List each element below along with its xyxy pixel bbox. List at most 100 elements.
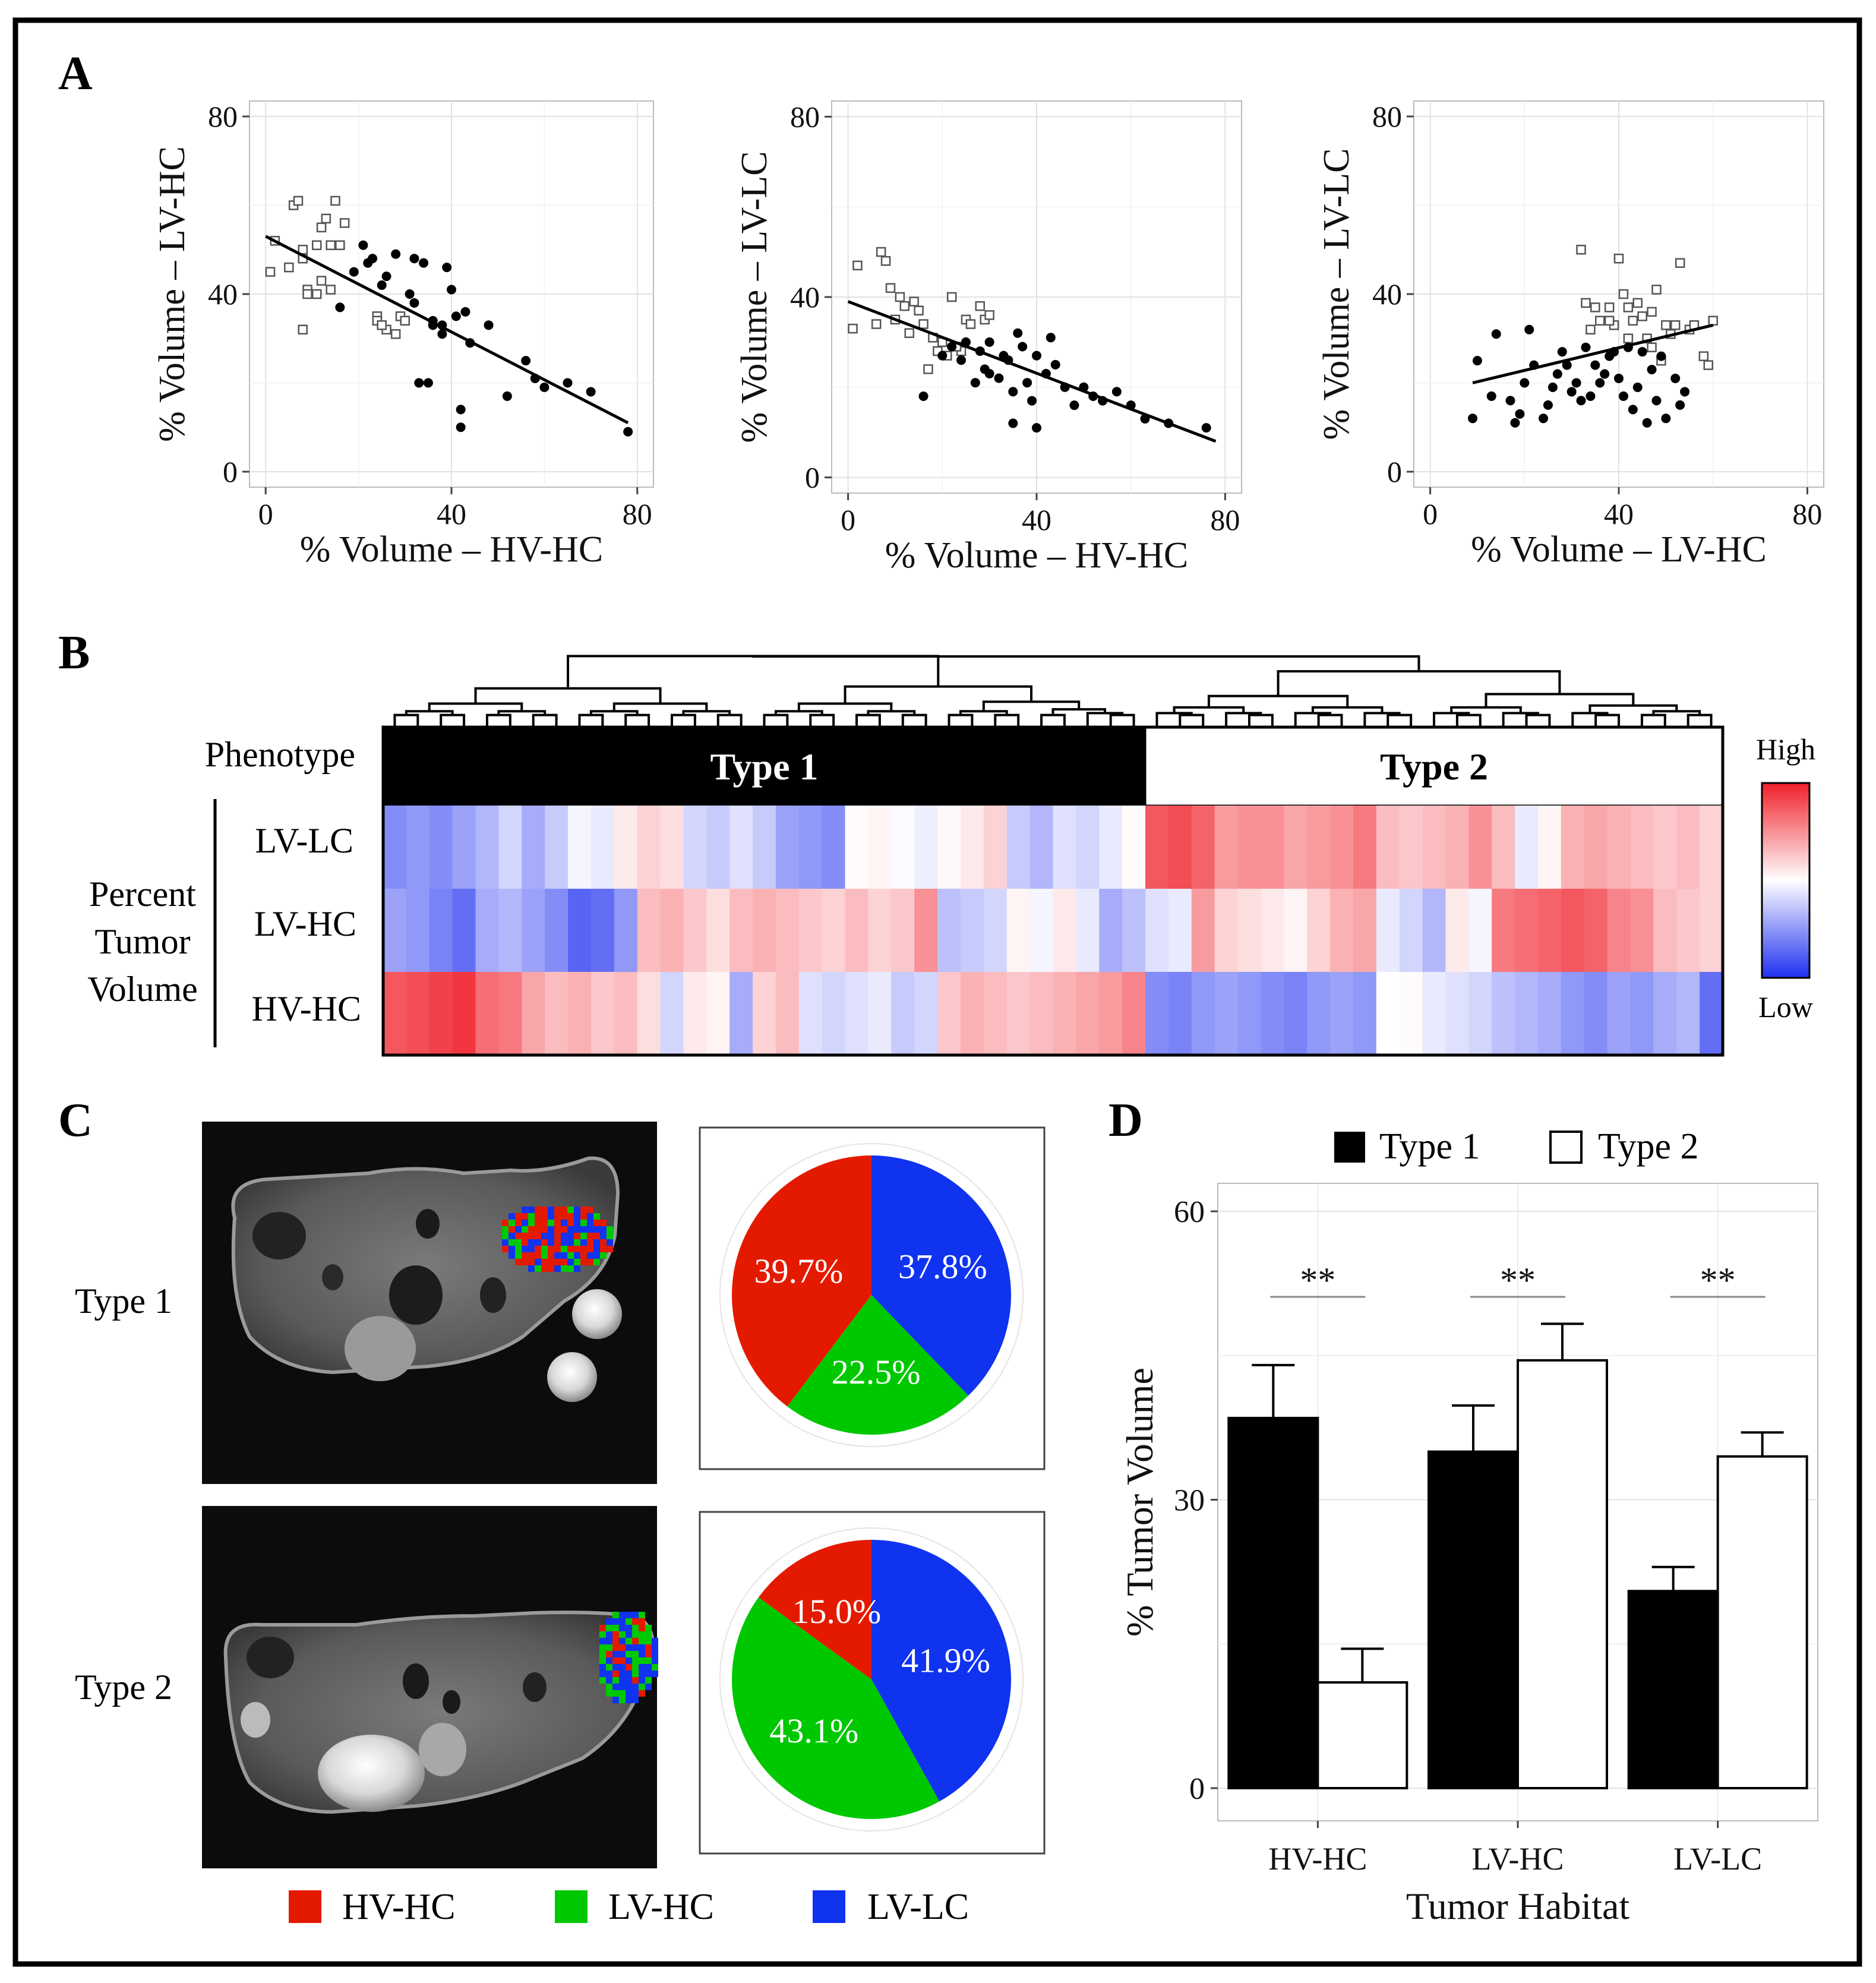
heatmap-cell xyxy=(1584,889,1608,972)
pie-label-hv-hc: 15.0% xyxy=(792,1592,881,1631)
data-point-type1 xyxy=(1201,423,1211,433)
tumor-voxel xyxy=(612,1677,619,1684)
data-point-type2 xyxy=(1698,351,1709,361)
heatmap-cell xyxy=(937,889,961,972)
tumor-voxel xyxy=(626,1612,632,1618)
heatmap-cell xyxy=(1630,806,1654,889)
tumor-voxel xyxy=(639,1684,645,1690)
heatmap-cell xyxy=(1561,972,1585,1055)
tumor-voxel xyxy=(535,1246,541,1252)
data-point-type1 xyxy=(1600,369,1610,379)
data-point-type1 xyxy=(539,382,549,392)
phenotype-label-type2: Type 2 xyxy=(1380,746,1488,788)
heatmap-cell xyxy=(775,972,800,1055)
tumor-voxel xyxy=(645,1684,652,1690)
tumor-voxel xyxy=(509,1213,515,1220)
data-point-type1 xyxy=(1008,418,1018,428)
tumor-voxel xyxy=(626,1638,632,1644)
data-point-type2 xyxy=(400,315,410,326)
heatmap-cell xyxy=(798,889,823,972)
tumor-voxel xyxy=(593,1252,600,1259)
tumor-voxel xyxy=(606,1638,612,1644)
data-point-type2 xyxy=(899,301,910,311)
tumor-voxel xyxy=(548,1265,554,1272)
heatmap-cell xyxy=(1376,806,1400,889)
heatmap-cell xyxy=(475,806,499,889)
tumor-voxel xyxy=(645,1644,652,1651)
tumor-voxel xyxy=(548,1226,554,1233)
tumor-voxel xyxy=(599,1671,606,1677)
tumor-voxel xyxy=(632,1671,639,1677)
heatmap-cell xyxy=(1515,972,1539,1055)
tumor-voxel xyxy=(554,1259,561,1265)
data-point-type2 xyxy=(1647,307,1657,317)
tumor-voxel xyxy=(639,1625,645,1631)
data-point-type1 xyxy=(1111,387,1122,397)
x-tick-label: 40 xyxy=(437,497,466,531)
tumor-voxel xyxy=(619,1690,626,1697)
tumor-voxel xyxy=(600,1252,607,1259)
tumor-voxel xyxy=(606,1644,612,1651)
tumor-voxel xyxy=(612,1638,619,1644)
heatmap-cell xyxy=(1353,972,1377,1055)
y-tick-label: 0 xyxy=(805,461,820,494)
heatmap-cell xyxy=(1237,806,1262,889)
heatmap-cell xyxy=(1053,806,1076,889)
heat-legend-high: High xyxy=(1756,732,1815,766)
tumor-voxel xyxy=(580,1207,587,1213)
heatmap-cell xyxy=(1492,889,1515,972)
tumor-voxel xyxy=(587,1252,593,1259)
heatmap-cell xyxy=(1214,889,1239,972)
data-point-type1 xyxy=(984,369,994,379)
heatmap-cell xyxy=(1029,806,1054,889)
data-point-type1 xyxy=(1557,347,1567,357)
tumor-voxel xyxy=(639,1631,645,1638)
y-axis-label: % Volume – LV-LC xyxy=(734,151,775,443)
tumor-voxel xyxy=(619,1664,626,1671)
tumor-voxel xyxy=(580,1239,587,1246)
pie-slice-lv-hc xyxy=(731,1597,940,1820)
heatmap-cell xyxy=(1261,889,1284,972)
tumor-voxel xyxy=(619,1631,626,1638)
heatmap-cell xyxy=(868,806,892,889)
phenotype-bar-type1 xyxy=(383,727,1146,806)
heatmap-cell xyxy=(452,806,476,889)
tumor-voxel xyxy=(522,1239,528,1246)
tumor-voxel xyxy=(593,1239,600,1246)
data-point-type1 xyxy=(502,391,512,401)
tumor-habitat-map-type1 xyxy=(502,1207,613,1272)
tumor-voxel xyxy=(600,1239,607,1246)
tumor-voxel xyxy=(652,1644,658,1651)
tumor-voxel xyxy=(535,1259,541,1265)
tumor-voxel xyxy=(535,1233,541,1239)
tumor-voxel xyxy=(580,1233,587,1239)
tumor-voxel xyxy=(645,1657,652,1664)
data-point-type1 xyxy=(437,329,447,339)
heatmap-cell xyxy=(1261,972,1284,1055)
data-point-type2 xyxy=(1604,302,1615,312)
tumor-voxel xyxy=(600,1226,607,1233)
legend-swatch-lvlc xyxy=(813,1890,845,1923)
tumor-voxel xyxy=(599,1677,606,1684)
pie-slice-hv-hc xyxy=(731,1155,871,1407)
tumor-voxel xyxy=(639,1644,645,1651)
data-point-type1 xyxy=(391,249,401,259)
data-point-type1 xyxy=(1590,360,1600,370)
tumor-voxel xyxy=(599,1651,606,1657)
heatmap-cell xyxy=(1700,972,1723,1055)
data-point-type1 xyxy=(456,405,466,415)
data-point-type2 xyxy=(284,262,294,273)
tumor-voxel xyxy=(535,1207,541,1213)
tumor-voxel xyxy=(554,1239,561,1246)
dendrogram-root xyxy=(751,655,1420,671)
bar-type2-lv-lc xyxy=(1716,1455,1808,1790)
heatmap-cell xyxy=(1237,972,1262,1055)
tumor-voxel xyxy=(515,1239,522,1246)
tumor-voxel xyxy=(626,1684,632,1690)
tumor-voxel xyxy=(626,1651,632,1657)
y-tick-label: 0 xyxy=(1387,455,1402,488)
tumor-voxel xyxy=(645,1625,652,1631)
tumor-voxel xyxy=(541,1207,548,1213)
heatmap-cell xyxy=(522,806,545,889)
data-point-type2 xyxy=(885,283,896,293)
